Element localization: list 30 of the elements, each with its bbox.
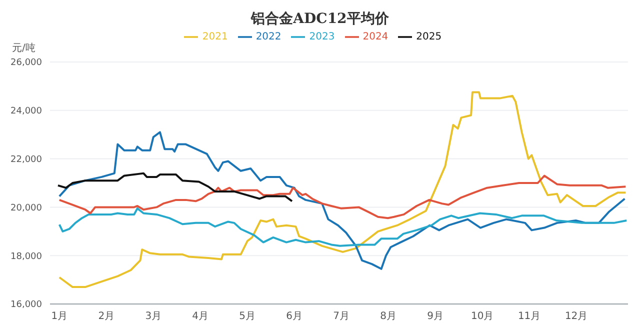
x-tick-label: 10月 bbox=[470, 311, 494, 322]
y-tick-label: 18,000 bbox=[10, 252, 42, 262]
line-series bbox=[58, 207, 628, 247]
line-series bbox=[58, 131, 626, 270]
x-tick-label: 9月 bbox=[427, 311, 444, 322]
x-tick-label: 12月 bbox=[564, 311, 588, 322]
y-tick-label: 20,000 bbox=[10, 203, 42, 214]
chart-title: 铝合金ADC12平均价 bbox=[250, 10, 390, 28]
y-axis-title: 元/吨 bbox=[12, 42, 36, 55]
x-tick-label: 5月 bbox=[239, 311, 256, 322]
line-series bbox=[58, 91, 627, 288]
y-tick-label: 26,000 bbox=[10, 58, 42, 68]
x-tick-label: 11月 bbox=[518, 311, 541, 322]
line-series bbox=[58, 174, 627, 220]
x-tick-label: 1月 bbox=[51, 311, 68, 322]
x-tick-label: 6月 bbox=[286, 311, 303, 322]
y-tick-label: 16,000 bbox=[10, 300, 42, 310]
legend-label: 2021 bbox=[202, 32, 228, 43]
x-tick-label: 3月 bbox=[145, 311, 162, 322]
y-tick-label: 24,000 bbox=[10, 106, 42, 117]
x-tick-label: 2月 bbox=[98, 311, 115, 322]
x-tick-label: 4月 bbox=[192, 311, 209, 322]
line-series bbox=[56, 172, 294, 202]
legend-label: 2023 bbox=[309, 32, 335, 43]
legend-label: 2025 bbox=[416, 32, 442, 43]
x-tick-label: 8月 bbox=[380, 311, 397, 322]
legend-label: 2022 bbox=[256, 32, 282, 43]
x-tick-label: 7月 bbox=[333, 311, 350, 322]
y-tick-label: 22,000 bbox=[10, 154, 42, 165]
legend-label: 2024 bbox=[362, 32, 388, 43]
